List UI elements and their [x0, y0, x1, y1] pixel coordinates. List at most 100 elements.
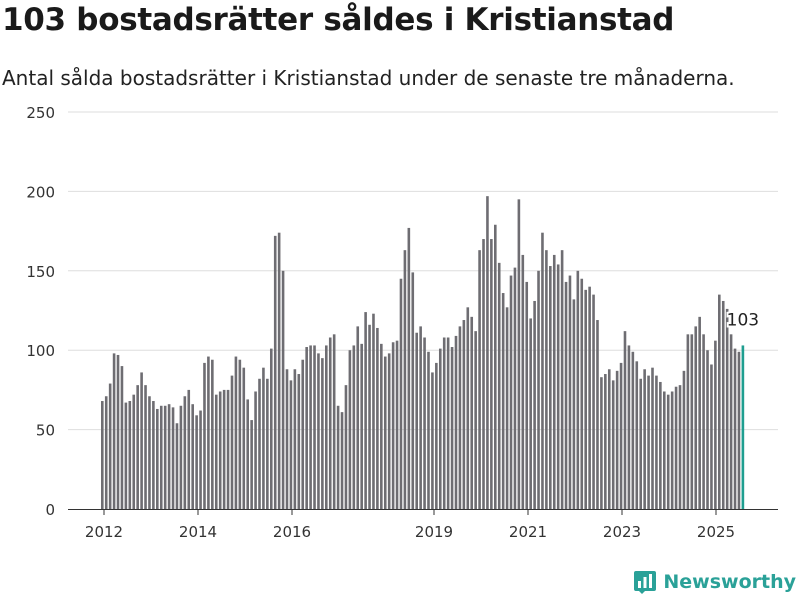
- x-tick-label: 2023: [603, 523, 641, 541]
- y-tick-label: 100: [26, 342, 55, 360]
- bar: [104, 396, 108, 509]
- bar: [482, 239, 485, 510]
- bar: [458, 326, 462, 509]
- bar: [281, 270, 285, 509]
- bar: [639, 378, 643, 509]
- bar: [733, 348, 737, 509]
- bar: [124, 402, 128, 509]
- bar: [395, 340, 399, 509]
- bar: [183, 396, 187, 509]
- bar: [662, 391, 666, 509]
- bar: [356, 326, 360, 509]
- bar: [163, 405, 167, 509]
- y-tick-label: 0: [45, 501, 55, 519]
- bar: [136, 385, 139, 509]
- bar: [718, 294, 721, 509]
- bar: [666, 394, 670, 509]
- bar: [148, 396, 151, 509]
- bar: [721, 300, 725, 509]
- bar: [647, 375, 650, 509]
- bar: [293, 369, 297, 509]
- bar: [317, 353, 320, 509]
- bar: [380, 343, 383, 509]
- bar: [128, 401, 132, 509]
- newsworthy-logo[interactable]: Newsworthy: [633, 570, 796, 594]
- bar: [572, 299, 576, 509]
- bar: [336, 405, 340, 509]
- bar: [238, 359, 242, 509]
- bar: [254, 391, 257, 509]
- bar: [360, 343, 363, 509]
- bar: [116, 354, 120, 509]
- x-tick-label: 2019: [415, 523, 453, 541]
- bar: [541, 232, 544, 509]
- bar: [549, 266, 552, 509]
- bar: [584, 289, 587, 509]
- bar: [226, 389, 230, 509]
- bar: [643, 369, 646, 509]
- bar: [364, 312, 367, 509]
- bar: [120, 366, 124, 509]
- bar: [250, 420, 253, 509]
- highlighted-bar: [741, 345, 745, 509]
- bar: [607, 369, 611, 509]
- bar: [262, 367, 265, 509]
- bar: [179, 405, 183, 509]
- bar: [490, 239, 493, 510]
- bar: [706, 350, 709, 509]
- bar: [427, 351, 430, 509]
- bar: [509, 275, 513, 509]
- bar: [305, 347, 308, 509]
- bar: [525, 281, 529, 509]
- bar: [615, 370, 619, 509]
- bar: [156, 408, 159, 509]
- bar: [474, 331, 477, 509]
- bar: [580, 278, 584, 509]
- bar: [729, 334, 733, 509]
- bar: [564, 281, 568, 509]
- bar: [242, 367, 246, 509]
- bar: [470, 316, 474, 509]
- bar: [411, 272, 415, 509]
- bar: [537, 270, 540, 509]
- bar: [545, 250, 548, 509]
- bar: [513, 267, 517, 509]
- bar: [592, 294, 595, 509]
- bar: [600, 377, 603, 509]
- bar: [101, 401, 104, 509]
- bar: [195, 415, 198, 509]
- bar: [710, 364, 713, 509]
- y-tick-label: 150: [26, 263, 55, 281]
- bar: [187, 389, 191, 509]
- bar: [517, 199, 521, 509]
- bar: [576, 270, 580, 509]
- bar: [501, 293, 505, 509]
- x-tick-label: 2016: [273, 523, 311, 541]
- bar: [313, 345, 316, 509]
- bar: [348, 350, 352, 509]
- newsworthy-logo-text: Newsworthy: [663, 571, 796, 593]
- bar: [494, 224, 497, 509]
- bar: [391, 342, 395, 509]
- bar: [505, 307, 509, 509]
- bar: [191, 404, 194, 509]
- y-tick-label: 250: [26, 104, 55, 122]
- bar: [478, 250, 481, 509]
- newsworthy-logo-icon: [634, 571, 657, 594]
- bar: [702, 334, 705, 509]
- bar: [297, 374, 301, 509]
- bar: [159, 405, 163, 509]
- bar: [230, 375, 234, 509]
- bar: [352, 345, 356, 509]
- bar: [383, 356, 387, 509]
- bar: [175, 423, 179, 509]
- bar: [596, 320, 599, 509]
- bar: [454, 335, 458, 509]
- bar: [301, 359, 305, 509]
- bar: [423, 337, 426, 509]
- x-tick-label: 2021: [509, 523, 547, 541]
- bar: [714, 340, 717, 509]
- bar: [152, 401, 155, 509]
- bar: [694, 326, 698, 509]
- bar: [552, 254, 556, 509]
